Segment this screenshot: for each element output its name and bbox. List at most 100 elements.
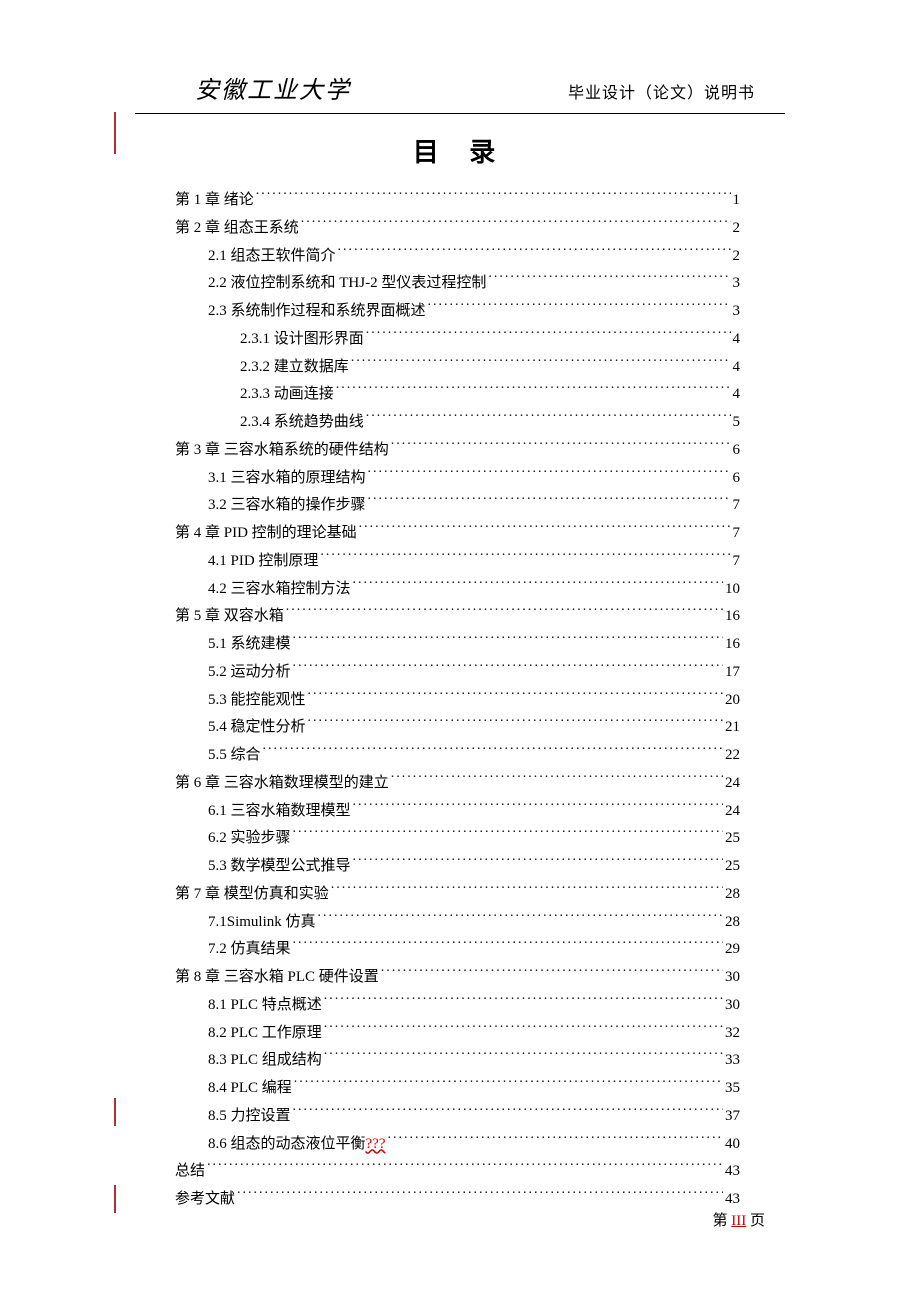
toc-entry-page: 29 (725, 936, 780, 964)
toc-entry-label: 8.2 PLC 工作原理 (208, 1020, 322, 1048)
toc-leader-dots (293, 938, 723, 953)
toc-leader-dots (338, 245, 731, 260)
toc-entry: 2.3 系统制作过程和系统界面概述 3 (140, 298, 780, 326)
toc-leader-dots (359, 522, 731, 537)
toc-entry-page: 10 (725, 576, 780, 604)
toc-entry-label: 8.6 组态的动态液位平衡??? (208, 1131, 386, 1159)
toc-entry: 8.5 力控设置 37 (140, 1103, 780, 1131)
toc-entry: 4.1 PID 控制原理 7 (140, 548, 780, 576)
toc-leader-dots (293, 827, 723, 842)
university-name: 安徽工业大学 (195, 70, 351, 105)
toc-leader-dots (488, 272, 730, 287)
toc-entry: 第 3 章 三容水箱系统的硬件结构 6 (140, 437, 780, 465)
toc-entry-label: 5.2 运动分析 (208, 659, 291, 687)
toc-entry-label: 7.2 仿真结果 (208, 936, 291, 964)
toc-entry: 第 8 章 三容水箱 PLC 硬件设置 30 (140, 964, 780, 992)
toc-entry: 6.2 实验步骤 25 (140, 825, 780, 853)
toc-entry-label: 6.2 实验步骤 (208, 825, 291, 853)
toc-entry-page: 1 (733, 187, 781, 215)
toc-entry-label: 3.2 三容水箱的操作步骤 (208, 492, 366, 520)
margin-mark (114, 1185, 116, 1213)
toc-leader-dots (381, 966, 723, 981)
toc-entry: 5.4 稳定性分析 21 (140, 714, 780, 742)
toc-leader-dots (207, 1160, 723, 1175)
toc-entry: 总结 43 (140, 1158, 780, 1186)
toc-entry-label: 第 5 章 双容水箱 (175, 603, 284, 631)
toc-leader-dots (301, 217, 731, 232)
toc-entry-label: 2.3.1 设计图形界面 (240, 326, 364, 354)
toc-entry: 8.4 PLC 编程 35 (140, 1075, 780, 1103)
toc-leader-dots (391, 439, 731, 454)
toc-entry-label: 5.3 能控能观性 (208, 687, 306, 715)
toc-leader-dots (428, 300, 731, 315)
toc-entry: 6.1 三容水箱数理模型 24 (140, 798, 780, 826)
toc-entry-page: 32 (725, 1020, 780, 1048)
toc-entry: 8.6 组态的动态液位平衡??? 40 (140, 1131, 780, 1159)
toc-leader-dots (286, 605, 723, 620)
toc-entry-page: 7 (733, 548, 781, 576)
toc-entry-label: 第 6 章 三容水箱数理模型的建立 (175, 770, 389, 798)
toc-entry-page: 2 (733, 215, 781, 243)
toc-entry-label: 2.2 液位控制系统和 THJ-2 型仪表过程控制 (208, 270, 486, 298)
toc-leader-dots (366, 328, 731, 343)
toc-entry-label: 第 8 章 三容水箱 PLC 硬件设置 (175, 964, 379, 992)
toc-entry: 2.1 组态王软件简介 2 (140, 243, 780, 271)
toc-entry: 7.2 仿真结果 29 (140, 936, 780, 964)
toc-leader-dots (391, 772, 723, 787)
toc-entry-label: 总结 (175, 1158, 205, 1186)
toc-entry-page: 25 (725, 853, 780, 881)
toc-leader-dots (353, 578, 723, 593)
toc-entry: 5.3 数学模型公式推导 25 (140, 853, 780, 881)
toc-entry-label: 6.1 三容水箱数理模型 (208, 798, 351, 826)
toc-leader-dots (324, 994, 723, 1009)
page-footer: 第 III 页 (712, 1209, 765, 1230)
page-header: 安徽工业大学 毕业设计（论文）说明书 (135, 70, 785, 105)
toc-leader-dots (320, 550, 730, 565)
toc-leader-dots (308, 716, 723, 731)
toc-entry-page: 7 (733, 520, 781, 548)
toc-entry: 8.3 PLC 组成结构 33 (140, 1047, 780, 1075)
toc-entry-label: 8.1 PLC 特点概述 (208, 992, 322, 1020)
toc-entry: 5.2 运动分析 17 (140, 659, 780, 687)
toc-entry-label: 7.1Simulink 仿真 (208, 909, 316, 937)
toc-entry: 5.5 综合 22 (140, 742, 780, 770)
toc-entry-page: 33 (725, 1047, 780, 1075)
toc-entry-label: 2.3.4 系统趋势曲线 (240, 409, 364, 437)
toc-entry-label: 8.3 PLC 组成结构 (208, 1047, 322, 1075)
toc-entry-page: 7 (733, 492, 781, 520)
toc-entry-label: 第 3 章 三容水箱系统的硬件结构 (175, 437, 389, 465)
toc-entry-page: 4 (733, 354, 781, 382)
toc-entry: 参考文献 43 (140, 1186, 780, 1214)
toc-entry-page: 24 (725, 798, 780, 826)
toc-leader-dots (388, 1133, 724, 1148)
toc-entry-page: 40 (725, 1131, 780, 1159)
toc-entry-page: 3 (733, 270, 781, 298)
toc-entry-label: 第 1 章 绪论 (175, 187, 254, 215)
toc-entry-page: 21 (725, 714, 780, 742)
toc-leader-dots (366, 411, 731, 426)
toc-entry-page: 5 (733, 409, 781, 437)
toc-entry-page: 6 (733, 437, 781, 465)
toc-entry-label: 第 4 章 PID 控制的理论基础 (175, 520, 357, 548)
toc-leader-dots (293, 661, 723, 676)
toc-entry-label: 5.4 稳定性分析 (208, 714, 306, 742)
toc-entry-label: 5.5 综合 (208, 742, 261, 770)
toc-entry-page: 30 (725, 992, 780, 1020)
toc-entry: 第 5 章 双容水箱 16 (140, 603, 780, 631)
toc-entry: 7.1Simulink 仿真 28 (140, 909, 780, 937)
toc-leader-dots (353, 800, 723, 815)
toc-entry-label: 4.1 PID 控制原理 (208, 548, 318, 576)
toc-leader-dots (331, 883, 723, 898)
toc-entry: 3.2 三容水箱的操作步骤 7 (140, 492, 780, 520)
footer-suffix: 页 (746, 1213, 765, 1229)
header-divider (135, 113, 785, 114)
toc-entry-page: 6 (733, 465, 781, 493)
toc-entry-page: 28 (725, 881, 780, 909)
toc-title: 目 录 (135, 132, 785, 169)
toc-entry: 5.1 系统建模 16 (140, 631, 780, 659)
toc-entry-page: 22 (725, 742, 780, 770)
toc-entry: 第 4 章 PID 控制的理论基础 7 (140, 520, 780, 548)
toc-leader-dots (351, 356, 731, 371)
toc-entry: 第 7 章 模型仿真和实验 28 (140, 881, 780, 909)
toc-entry-page: 35 (725, 1075, 780, 1103)
